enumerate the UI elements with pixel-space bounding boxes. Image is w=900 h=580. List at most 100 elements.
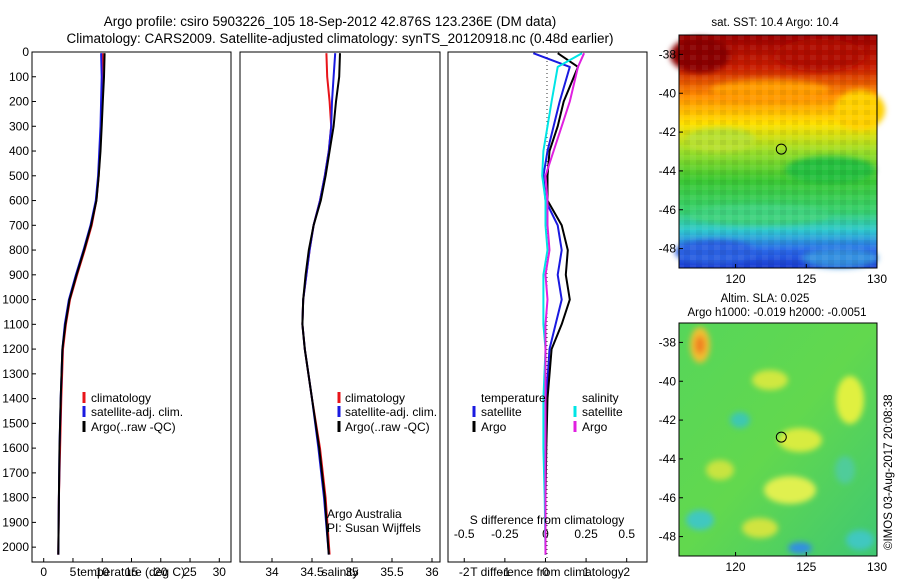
y-tick-label: 500 [9, 169, 29, 183]
y-tick-label: 0 [22, 45, 29, 59]
temperature-legend-climatology: climatology [91, 391, 151, 405]
temperature-x-tick-label: 0 [40, 565, 47, 579]
temperature-x-tick-label: 5 [70, 565, 77, 579]
salinity-x-tick-label: 34.5 [300, 565, 324, 579]
figure-title-line1: Argo profile: csiro 5903226_105 18-Sep-2… [104, 14, 557, 29]
sla-map-x-tick-label: 125 [796, 560, 816, 574]
y-tick-label: 1300 [2, 367, 29, 381]
y-tick-label: 1000 [2, 293, 29, 307]
temperature-x-tick-label: 15 [125, 565, 139, 579]
sla-map-y-tick-label: -48 [659, 530, 677, 544]
temperature-series-argo-raw-qc- [57, 53, 106, 555]
sst-map-y-tick-label: -38 [659, 47, 677, 61]
sla-argo-position-marker [775, 431, 787, 443]
y-tick-label: 1700 [2, 466, 29, 480]
sla-map-y-tick-label: -38 [659, 335, 677, 349]
difference-series-salinity-argo [544, 52, 586, 555]
difference-x-tick-label: 1 [583, 565, 590, 579]
temperature-x-tick-label: 30 [213, 565, 227, 579]
salinity-legend-argo: Argo(..raw -QC) [345, 420, 430, 434]
temperature-x-tick-label: 25 [183, 565, 197, 579]
difference-x-tick-label: -2 [459, 565, 470, 579]
salinity-legend: climatology satellite-adj. clim. Argo(..… [337, 391, 437, 434]
y-tick-label: 1500 [2, 416, 29, 430]
y-tick-label: 1100 [3, 317, 29, 331]
sla-map-frame [678, 322, 878, 557]
difference-series-temperature-argo [544, 52, 579, 555]
salinity-legend-climatology: climatology [345, 391, 405, 405]
salinity-legend-satellite: satellite-adj. clim. [345, 405, 437, 419]
imos-timestamp: ©IMOS 03-Aug-2017 20:08:38 [883, 394, 895, 550]
y-tick-label: 2000 [2, 540, 29, 554]
salinity-x-tick-label: 35 [345, 565, 359, 579]
sst-map-title: sat. SST: 10.4 Argo: 10.4 [711, 17, 839, 29]
legend-temperature-argo: Argo [481, 420, 507, 434]
difference-top-x-tick-label: 0.25 [574, 527, 598, 541]
y-tick-label: 600 [9, 194, 29, 208]
sla-map-title: Altim. SLA: 0.025 [721, 293, 810, 305]
sla-map-panel: Altim. SLA: 0.025 Argo h1000: -0.019 h20… [659, 293, 888, 574]
sla-map-y-tick-label: -40 [659, 374, 677, 388]
sla-map-subtitle: Argo h1000: -0.019 h2000: -0.0051 [687, 307, 866, 319]
sla-map-x-tick-label: 130 [867, 560, 887, 574]
salinity-series-argo-raw-qc- [301, 53, 341, 555]
legend-temperature-title: temperature [481, 391, 546, 405]
sst-map-x-tick-label: 125 [796, 272, 816, 286]
temperature-axes-frame [31, 51, 232, 563]
temperature-legend: climatology satellite-adj. clim. Argo(..… [82, 391, 183, 434]
difference-x-tick-label: 0 [542, 565, 549, 579]
sla-map-image [679, 323, 877, 556]
salinity-x-tick-label: 36 [425, 565, 439, 579]
temperature-legend-argo: Argo(..raw -QC) [91, 420, 176, 434]
sla-map-x-tick-label: 120 [726, 560, 746, 574]
sst-map-y-tick-label: -48 [659, 242, 677, 256]
difference-x-tick-label: 2 [623, 565, 630, 579]
figure-title-line2: Climatology: CARS2009. Satellite-adjuste… [66, 31, 613, 46]
difference-x-tick-label: -1 [500, 565, 511, 579]
difference-top-x-tick-label: -0.5 [454, 527, 475, 541]
legend-salinity-satellite: satellite [582, 405, 623, 419]
y-tick-label: 1600 [2, 441, 29, 455]
salinity-panel: 34 34.5 35 35.5 36 salinity climatology sate… [239, 51, 441, 579]
y-tick-label: 1900 [2, 515, 29, 529]
credit-line2: PI: Susan Wijffels [327, 521, 421, 535]
temperature-x-tick-label: 20 [154, 565, 168, 579]
sst-map-x-tick-label: 120 [726, 272, 746, 286]
y-tick-label: 700 [9, 218, 29, 232]
legend-temperature-satellite: satellite [481, 405, 522, 419]
difference-top-x-tick-label: 0.5 [618, 527, 635, 541]
temperature-panel: 0100200300400500600700800900100011001200… [2, 45, 232, 579]
sla-map-y-tick-label: -44 [659, 452, 677, 466]
sst-map-image [670, 35, 885, 268]
y-tick-label: 1200 [2, 342, 29, 356]
y-tick-label: 1800 [2, 491, 29, 505]
legend-salinity-title: salinity [582, 391, 619, 405]
y-tick-label: 100 [9, 70, 29, 84]
credit-line1: Argo Australia [327, 507, 402, 521]
sst-map-y-tick-label: -42 [659, 125, 677, 139]
y-tick-label: 1400 [2, 392, 29, 406]
salinity-x-tick-label: 34 [265, 565, 279, 579]
y-tick-label: 400 [9, 144, 29, 158]
legend-salinity-argo: Argo [582, 420, 608, 434]
temperature-x-tick-label: 10 [96, 565, 110, 579]
difference-legend: temperature satellite Argo salinity sate… [472, 391, 623, 434]
y-tick-label: 300 [9, 119, 29, 133]
difference-top-x-tick-label: -0.25 [491, 527, 519, 541]
sst-argo-position-marker [775, 143, 787, 155]
difference-xlabel: T difference from climatology [470, 565, 624, 579]
sst-map-y-tick-label: -46 [659, 203, 677, 217]
y-tick-label: 800 [9, 243, 29, 257]
sla-map-y-tick-label: -46 [659, 491, 677, 505]
difference-series-salinity-satellite [541, 52, 583, 555]
sst-map-frame [678, 34, 878, 269]
sst-field-texture [679, 35, 877, 268]
y-tick-label: 900 [9, 268, 29, 282]
sst-map-y-tick-label: -44 [659, 164, 677, 178]
salinity-xlabel: salinity [322, 565, 359, 579]
salinity-x-tick-label: 35.5 [380, 565, 404, 579]
salinity-axes-frame [239, 51, 441, 563]
difference-panel: -2 -1 0 1 2 -0.5 -0.25 0 0.25 0.5 S difference f… [447, 51, 648, 579]
sst-map-panel: sat. SST: 10.4 Argo: 10.4 120 125 130 -38 -4… [659, 17, 888, 286]
